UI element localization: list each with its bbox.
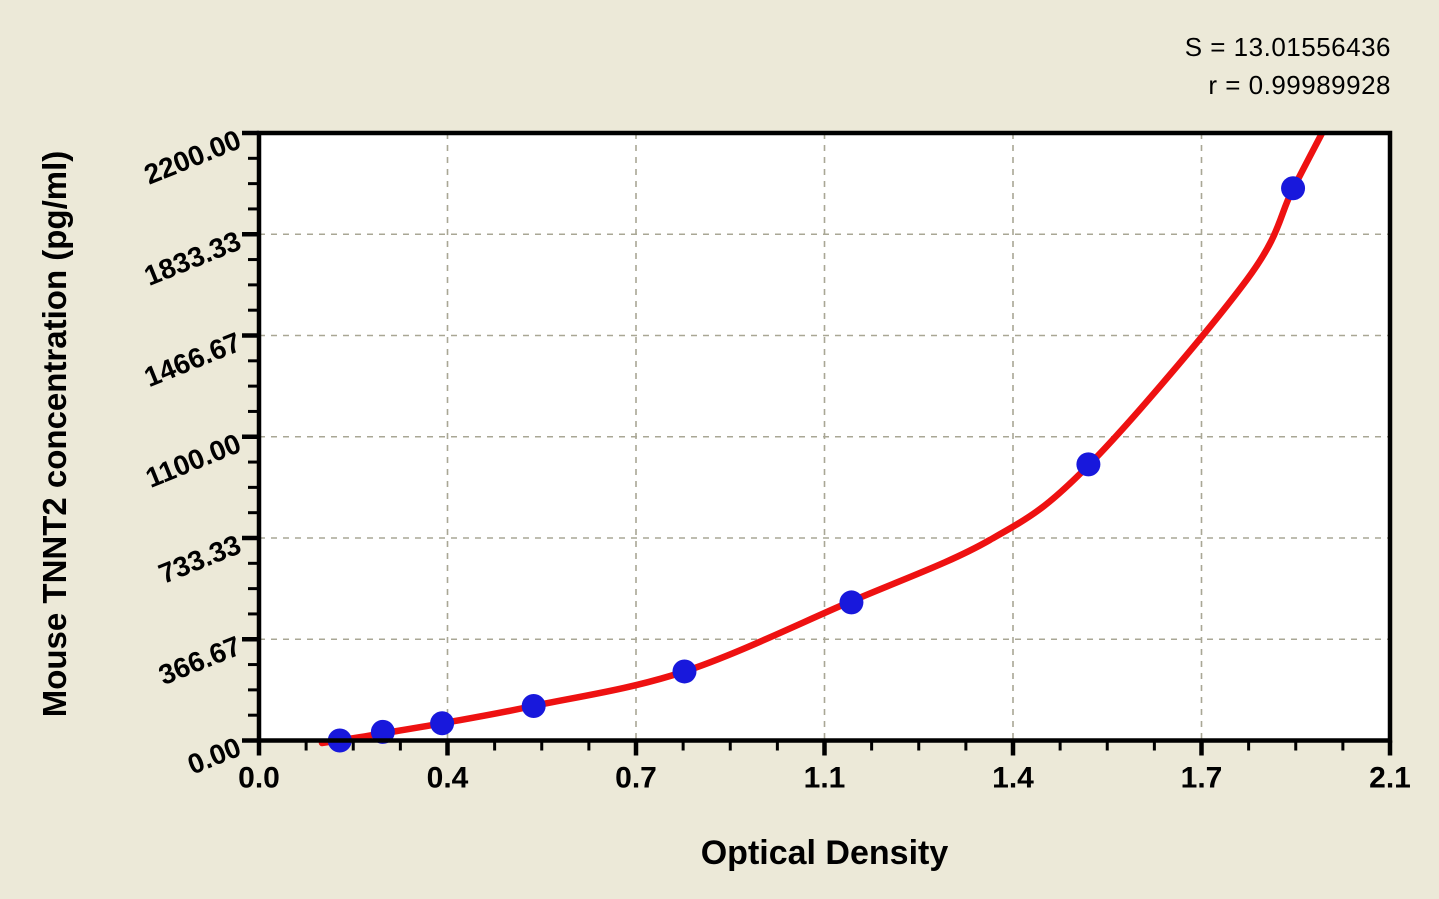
y-tick-label: 1466.67 <box>140 326 245 393</box>
data-point <box>521 693 546 718</box>
x-tick-label: 0.4 <box>427 762 469 795</box>
x-tick-label: 1.1 <box>804 762 846 795</box>
fit-statistics: S = 13.01556436 r = 0.99989928 <box>1185 28 1391 104</box>
data-point <box>672 659 697 684</box>
x-axis-title: Optical Density <box>700 834 949 872</box>
data-point <box>370 719 395 744</box>
data-point <box>1076 452 1101 477</box>
y-tick-label: 1833.33 <box>140 225 245 292</box>
data-point <box>839 590 864 615</box>
y-axis-title: Mouse TNNT2 concentration (pg/ml) <box>36 150 73 718</box>
x-tick-label: 2.1 <box>1369 762 1411 795</box>
data-point <box>1281 176 1306 201</box>
y-tick-label: 366.67 <box>154 630 245 691</box>
x-tick-label: 1.7 <box>1181 762 1223 795</box>
y-tick-label: 2200.00 <box>140 124 245 191</box>
x-tick-label: 0.7 <box>615 762 657 795</box>
data-point <box>430 711 455 736</box>
x-tick-label: 1.4 <box>992 762 1034 795</box>
fit-stat-r: r = 0.99989928 <box>1208 70 1391 100</box>
y-tick-label: 0.00 <box>183 731 245 780</box>
x-tick-label: 0.0 <box>238 762 280 795</box>
y-tick-label: 1100.00 <box>141 428 245 494</box>
y-tick-label: 733.33 <box>154 529 245 590</box>
fit-stat-s: S = 13.01556436 <box>1184 32 1391 62</box>
